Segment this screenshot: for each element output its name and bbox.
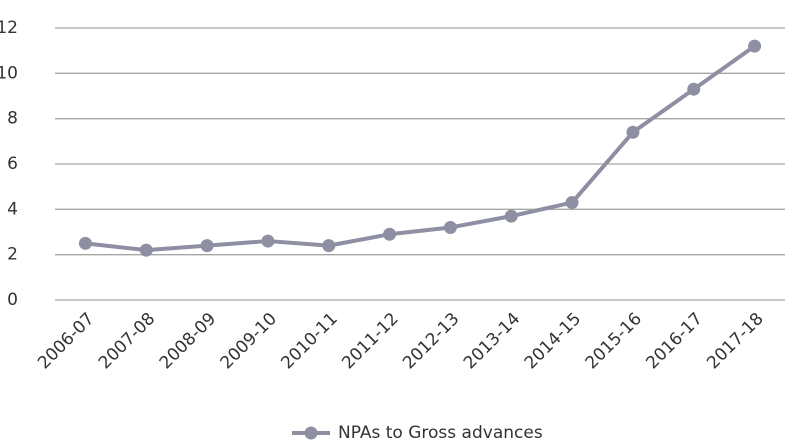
y-tick-label: 4 (7, 199, 18, 219)
point (261, 234, 275, 248)
y-tick-label: 6 (7, 154, 18, 174)
x-tick-label: 2010-11 (277, 309, 341, 373)
point (139, 243, 153, 257)
x-tick-label: 2009-10 (217, 309, 281, 373)
y-tick-label: 10 (0, 63, 18, 83)
legend-label: NPAs to Gross advances (338, 423, 543, 441)
point (626, 125, 640, 139)
point (687, 82, 701, 96)
x-tick-label: 2011-12 (338, 309, 402, 373)
legend-marker (304, 426, 318, 440)
point (200, 239, 214, 253)
x-tick-label: 2013-14 (460, 309, 524, 373)
x-tick-label: 2006-07 (34, 309, 98, 373)
point (504, 209, 518, 223)
point (322, 239, 336, 253)
x-tick-label: 2012-13 (399, 309, 463, 373)
y-tick-label: 2 (7, 245, 18, 265)
x-tick-label: 2017-18 (703, 309, 767, 373)
x-tick-label: 2007-08 (95, 309, 159, 373)
point (565, 196, 579, 210)
x-tick-label: 2008-09 (156, 309, 220, 373)
x-tick-label: 2015-16 (582, 309, 646, 373)
x-tick-label: 2014-15 (521, 309, 585, 373)
point (383, 227, 397, 241)
series-line (85, 44, 756, 253)
y-tick-label: 12 (0, 18, 18, 38)
y-tick-label: 8 (7, 109, 18, 129)
point (443, 220, 457, 234)
point (78, 236, 92, 250)
point (748, 39, 762, 53)
y-tick-label: 0 (7, 290, 18, 310)
x-tick-label: 2016-17 (642, 309, 706, 373)
